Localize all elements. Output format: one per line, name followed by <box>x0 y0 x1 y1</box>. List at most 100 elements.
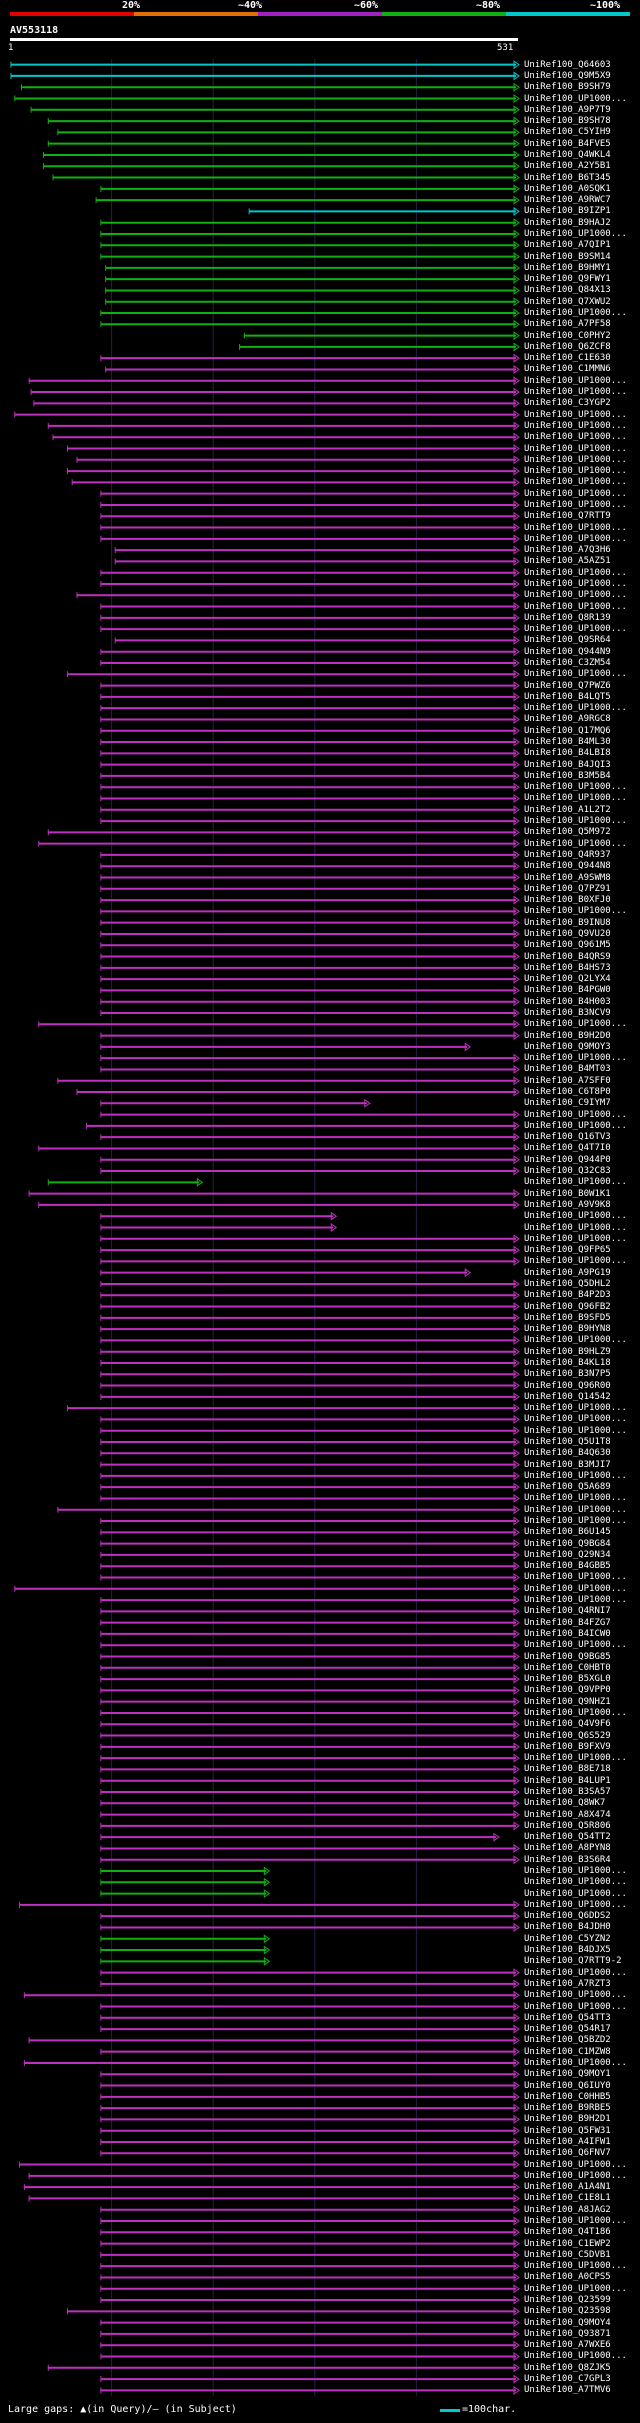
hit-label[interactable]: UniRef100_A8JAG2 <box>524 2204 611 2215</box>
hit-label[interactable]: UniRef100_Q7XWU2 <box>524 296 611 307</box>
hit-label[interactable]: UniRef100_A7PF58 <box>524 319 611 330</box>
hit-label[interactable]: UniRef100_Q5U1T8 <box>524 1437 611 1447</box>
hit-label[interactable]: UniRef100_Q54TT3 <box>524 2012 611 2023</box>
hit-label[interactable]: UniRef100_A9RWC7 <box>524 195 611 206</box>
hit-label[interactable]: UniRef100_Q17MQ6 <box>524 725 611 736</box>
hit-label[interactable]: UniRef100_Q5A689 <box>524 1482 611 1493</box>
hit-label[interactable]: UniRef100_C1E630 <box>524 353 611 364</box>
hit-label[interactable]: UniRef100_B4HS73 <box>524 962 611 973</box>
hit-label[interactable]: UniRef100_B4FZG7 <box>524 1617 611 1628</box>
hit-label[interactable]: UniRef100_Q5FW31 <box>524 2125 611 2136</box>
hit-label[interactable]: UniRef100_UP1000... <box>524 1414 627 1425</box>
hit-label[interactable]: UniRef100_B4LQT5 <box>524 691 611 702</box>
hit-label[interactable]: UniRef100_Q9SR64 <box>524 635 611 646</box>
hit-label[interactable]: UniRef100_UP1000... <box>524 1053 627 1064</box>
hit-label[interactable]: UniRef100_Q23599 <box>524 2295 611 2306</box>
hit-label[interactable]: UniRef100_Q6ZCF8 <box>524 341 611 352</box>
hit-label[interactable]: UniRef100_UP1000... <box>524 466 627 477</box>
hit-label[interactable]: UniRef100_UP1000... <box>524 1583 627 1594</box>
hit-label[interactable]: UniRef100_B9H2D1 <box>524 2114 611 2125</box>
hit-label[interactable]: UniRef100_B9FXV9 <box>524 1741 611 1752</box>
hit-label[interactable]: UniRef100_Q5DHL2 <box>524 1278 611 1289</box>
hit-label[interactable]: UniRef100_C6T8P0 <box>524 1087 611 1098</box>
hit-label[interactable]: UniRef100_C7GPL3 <box>524 2374 611 2385</box>
hit-label[interactable]: UniRef100_A7TMV6 <box>524 2385 611 2396</box>
hit-label[interactable]: UniRef100_Q4V9F6 <box>524 1719 611 1730</box>
hit-label[interactable]: UniRef100_B4FVE5 <box>524 138 611 149</box>
hit-label[interactable]: UniRef100_A9PG19 <box>524 1267 611 1278</box>
hit-label[interactable]: UniRef100_C1E8L1 <box>524 2193 611 2204</box>
hit-label[interactable]: UniRef100_B4LUP1 <box>524 1775 611 1786</box>
hit-label[interactable]: UniRef100_Q7PWZ6 <box>524 680 611 691</box>
hit-label[interactable]: UniRef100_Q944P0 <box>524 1154 611 1165</box>
hit-label[interactable]: UniRef100_C3YGP2 <box>524 398 611 409</box>
hit-label[interactable]: UniRef100_B3M5B4 <box>524 770 611 781</box>
hit-label[interactable]: UniRef100_C0HHB5 <box>524 2091 611 2102</box>
hit-label[interactable]: UniRef100_B9HYN8 <box>524 1324 611 1335</box>
hit-label[interactable]: UniRef100_UP1000... <box>524 1504 627 1515</box>
hit-label[interactable]: UniRef100_B9SFD5 <box>524 1312 611 1323</box>
hit-label[interactable]: UniRef100_Q9NHZ1 <box>524 1696 611 1707</box>
hit-label[interactable]: UniRef100_UP1000... <box>524 2001 627 2012</box>
hit-label[interactable]: UniRef100_UP1000... <box>524 906 627 917</box>
hit-label[interactable]: UniRef100_UP1000... <box>524 1335 627 1346</box>
hit-label[interactable]: UniRef100_Q5R806 <box>524 1820 611 1831</box>
hit-label[interactable]: UniRef100_UP1000... <box>524 1516 627 1527</box>
hit-label[interactable]: UniRef100_UP1000... <box>524 228 627 239</box>
hit-label[interactable]: UniRef100_UP1000... <box>524 601 627 612</box>
hit-label[interactable]: UniRef100_Q7PZ91 <box>524 883 611 894</box>
hit-label[interactable]: UniRef100_B4P2D3 <box>524 1290 611 1301</box>
hit-label[interactable]: UniRef100_A9SWM8 <box>524 872 611 883</box>
hit-label[interactable]: UniRef100_C5YZN2 <box>524 1933 611 1944</box>
hit-label[interactable]: UniRef100_UP1000... <box>524 533 627 544</box>
hit-label[interactable]: UniRef100_UP1000... <box>524 2351 627 2362</box>
hit-label[interactable]: UniRef100_UP1000... <box>524 1990 627 2001</box>
hit-label[interactable]: UniRef100_A7WXE6 <box>524 2340 611 2351</box>
hit-label[interactable]: UniRef100_B4JQI3 <box>524 759 611 770</box>
hit-label[interactable]: UniRef100_B5XGL0 <box>524 1674 611 1685</box>
hit-label[interactable]: UniRef100_UP1000... <box>524 409 627 420</box>
hit-label[interactable]: UniRef100_UP1000... <box>524 1640 627 1651</box>
hit-label[interactable]: UniRef100_Q4WKL4 <box>524 149 611 160</box>
hit-label[interactable]: UniRef100_B3N7P5 <box>524 1369 611 1380</box>
hit-label[interactable]: UniRef100_B9SH79 <box>524 82 611 93</box>
hit-label[interactable]: UniRef100_A7QIP1 <box>524 240 611 251</box>
hit-label[interactable]: UniRef100_Q944N9 <box>524 646 611 657</box>
hit-label[interactable]: UniRef100_B4QRS9 <box>524 951 611 962</box>
hit-label[interactable]: UniRef100_A9V9K8 <box>524 1199 611 1210</box>
hit-label[interactable]: UniRef100_Q64603 <box>524 59 611 70</box>
hit-label[interactable]: UniRef100_UP1000... <box>524 522 627 533</box>
hit-label[interactable]: UniRef100_B4DJX5 <box>524 1945 611 1956</box>
hit-label[interactable]: UniRef100_Q961M5 <box>524 940 611 951</box>
hit-label[interactable]: UniRef100_UP1000... <box>524 1403 627 1414</box>
hit-label[interactable]: UniRef100_B6U145 <box>524 1527 611 1538</box>
hit-label[interactable]: UniRef100_C3ZM54 <box>524 658 611 668</box>
hit-label[interactable]: UniRef100_A7RZT3 <box>524 1978 611 1989</box>
hit-label[interactable]: UniRef100_UP1000... <box>524 443 627 454</box>
hit-label[interactable]: UniRef100_A0CPS5 <box>524 2272 611 2283</box>
hit-label[interactable]: UniRef100_B4LBI8 <box>524 748 611 759</box>
hit-label[interactable]: UniRef100_B4JDH0 <box>524 1922 611 1933</box>
hit-label[interactable]: UniRef100_Q9MOY1 <box>524 2069 611 2080</box>
hit-label[interactable]: UniRef100_UP1000... <box>524 1177 627 1188</box>
hit-label[interactable]: UniRef100_Q54TT2 <box>524 1832 611 1843</box>
hit-label[interactable]: UniRef100_UP1000... <box>524 1120 627 1131</box>
hit-label[interactable]: UniRef100_B4GBB5 <box>524 1561 611 1572</box>
hit-label[interactable]: UniRef100_UP1000... <box>524 387 627 398</box>
hit-label[interactable]: UniRef100_UP1000... <box>524 432 627 443</box>
hit-label[interactable]: UniRef100_C9IYM7 <box>524 1098 611 1109</box>
hit-label[interactable]: UniRef100_UP1000... <box>524 578 627 589</box>
hit-label[interactable]: UniRef100_B3MJI7 <box>524 1459 611 1470</box>
hit-label[interactable]: UniRef100_Q7RTT9 <box>524 511 611 522</box>
hit-label[interactable]: UniRef100_B0W1K1 <box>524 1188 611 1199</box>
hit-label[interactable]: UniRef100_UP1000... <box>524 782 627 793</box>
hit-label[interactable]: UniRef100_Q93871 <box>524 2328 611 2339</box>
hit-label[interactable]: UniRef100_UP1000... <box>524 703 627 714</box>
hit-label[interactable]: UniRef100_Q4RNI7 <box>524 1606 611 1617</box>
hit-label[interactable]: UniRef100_UP1000... <box>524 2283 627 2294</box>
hit-label[interactable]: UniRef100_B9INU8 <box>524 917 611 928</box>
hit-label[interactable]: UniRef100_Q84X13 <box>524 285 611 296</box>
hit-label[interactable]: UniRef100_UP1000... <box>524 1109 627 1120</box>
hit-label[interactable]: UniRef100_UP1000... <box>524 793 627 804</box>
hit-label[interactable]: UniRef100_Q9VPP0 <box>524 1685 611 1696</box>
